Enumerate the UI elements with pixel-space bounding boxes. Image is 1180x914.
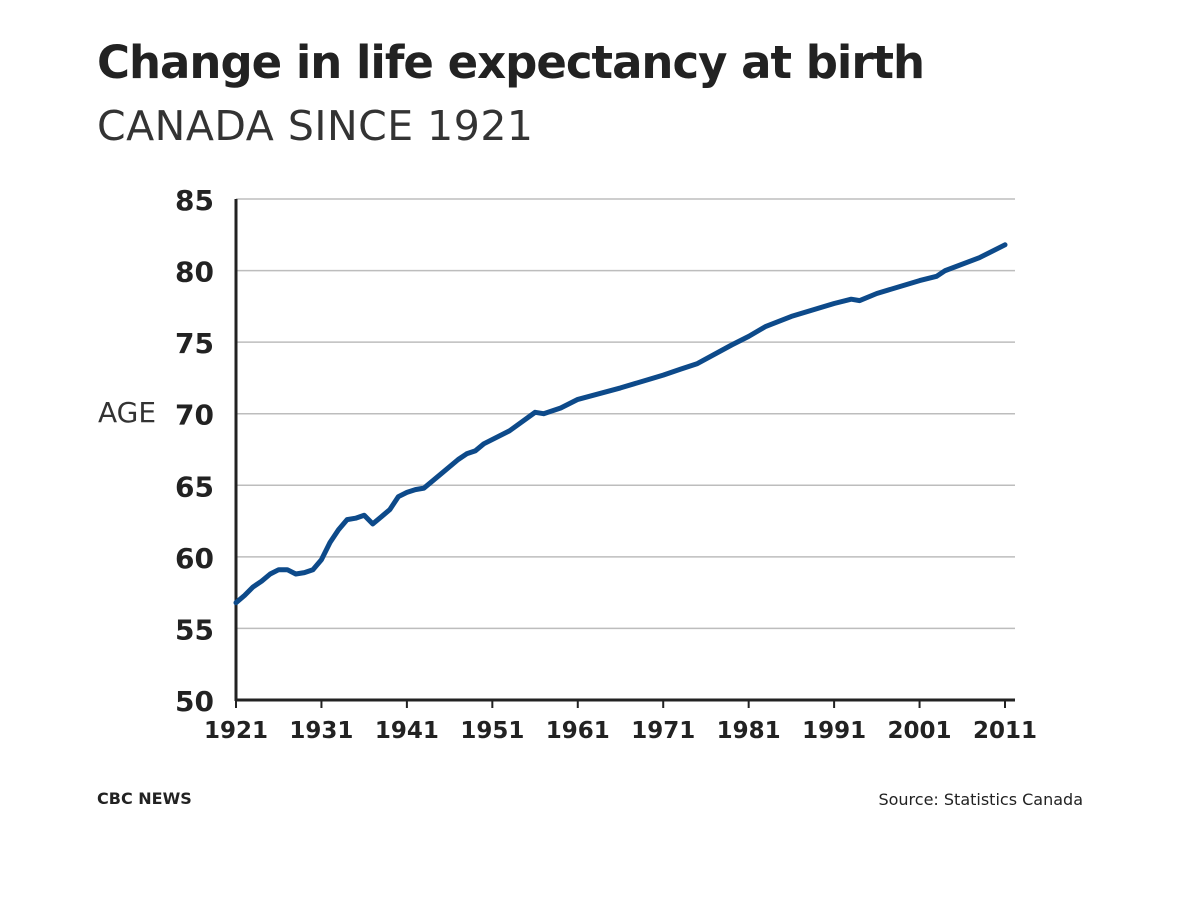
x-tick-label: 1951 xyxy=(460,718,524,744)
chart-subtitle: CANADA SINCE 1921 xyxy=(97,102,534,150)
y-tick-label: 70 xyxy=(175,399,214,432)
brand-label: CBC NEWS xyxy=(97,789,192,808)
y-tick-label: 80 xyxy=(175,256,214,289)
y-tick-label: 65 xyxy=(175,470,214,503)
x-tick-label: 1971 xyxy=(631,718,695,744)
chart-title: Change in life expectancy at birth xyxy=(97,36,925,89)
y-tick-label: 60 xyxy=(175,542,214,575)
series-line xyxy=(233,242,1008,606)
y-tick-label: 75 xyxy=(175,327,214,360)
x-tick-label: 1981 xyxy=(717,718,781,744)
x-tick-label: 2001 xyxy=(888,718,952,744)
source-note: Source: Statistics Canada xyxy=(878,790,1083,809)
y-tick-label: 85 xyxy=(175,184,214,217)
y-tick-label: 55 xyxy=(175,613,214,646)
y-tick-label: 50 xyxy=(175,685,214,718)
x-tick-label: 1931 xyxy=(289,718,353,744)
x-tick-marks xyxy=(235,700,1006,708)
y-tick-labels: 50 55 60 65 70 75 80 85 xyxy=(175,184,214,718)
gridlines xyxy=(236,198,1015,630)
x-tick-label: 1941 xyxy=(375,718,439,744)
y-axis-label: AGE xyxy=(98,396,156,429)
x-tick-label: 1921 xyxy=(204,718,268,744)
x-tick-label: 1961 xyxy=(546,718,610,744)
x-tick-label: 1991 xyxy=(802,718,866,744)
x-tick-labels: 1921 1931 1941 1951 1961 1971 1981 1991 2001 2011 xyxy=(204,718,1037,744)
x-tick-label: 2011 xyxy=(973,718,1037,744)
